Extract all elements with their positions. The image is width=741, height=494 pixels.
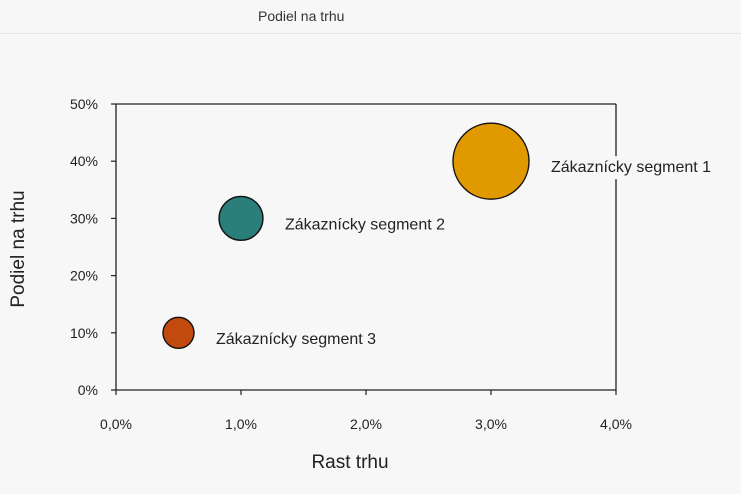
x-axis-label: Rast trhu [311, 452, 388, 473]
tab-bar: Podiel na trhu [0, 0, 741, 34]
bubble-segment-1 [452, 122, 530, 200]
bubble-label-bg [547, 156, 716, 180]
bubble-segment-2 [218, 195, 264, 242]
tab-title[interactable]: Podiel na trhu [258, 8, 345, 24]
bubble-segment-3 [162, 316, 195, 350]
x-tick-label: 1,0% [225, 416, 257, 432]
bubble-label-3: Zákaznícky segment 3 [216, 331, 376, 348]
bubble-label-bg [212, 327, 381, 351]
y-tick-label: 40% [70, 153, 98, 169]
x-tick-label: 4,0% [600, 416, 632, 432]
y-tick-label: 50% [70, 96, 98, 112]
bubble-label-bg [280, 213, 450, 237]
x-tick-label: 0,0% [100, 416, 132, 432]
x-tick-label: 2,0% [350, 416, 382, 432]
x-tick-label: 3,0% [475, 416, 507, 432]
y-tick-label: 0% [78, 382, 98, 398]
y-axis-label: Podiel na trhu [8, 190, 29, 307]
y-tick-label: 30% [70, 210, 98, 226]
bubble-label-2: Zákaznícky segment 2 [285, 216, 445, 233]
bubble-label-1: Zákaznícky segment 1 [551, 159, 711, 176]
y-tick-label: 10% [70, 325, 98, 341]
y-tick-label: 20% [70, 268, 98, 284]
